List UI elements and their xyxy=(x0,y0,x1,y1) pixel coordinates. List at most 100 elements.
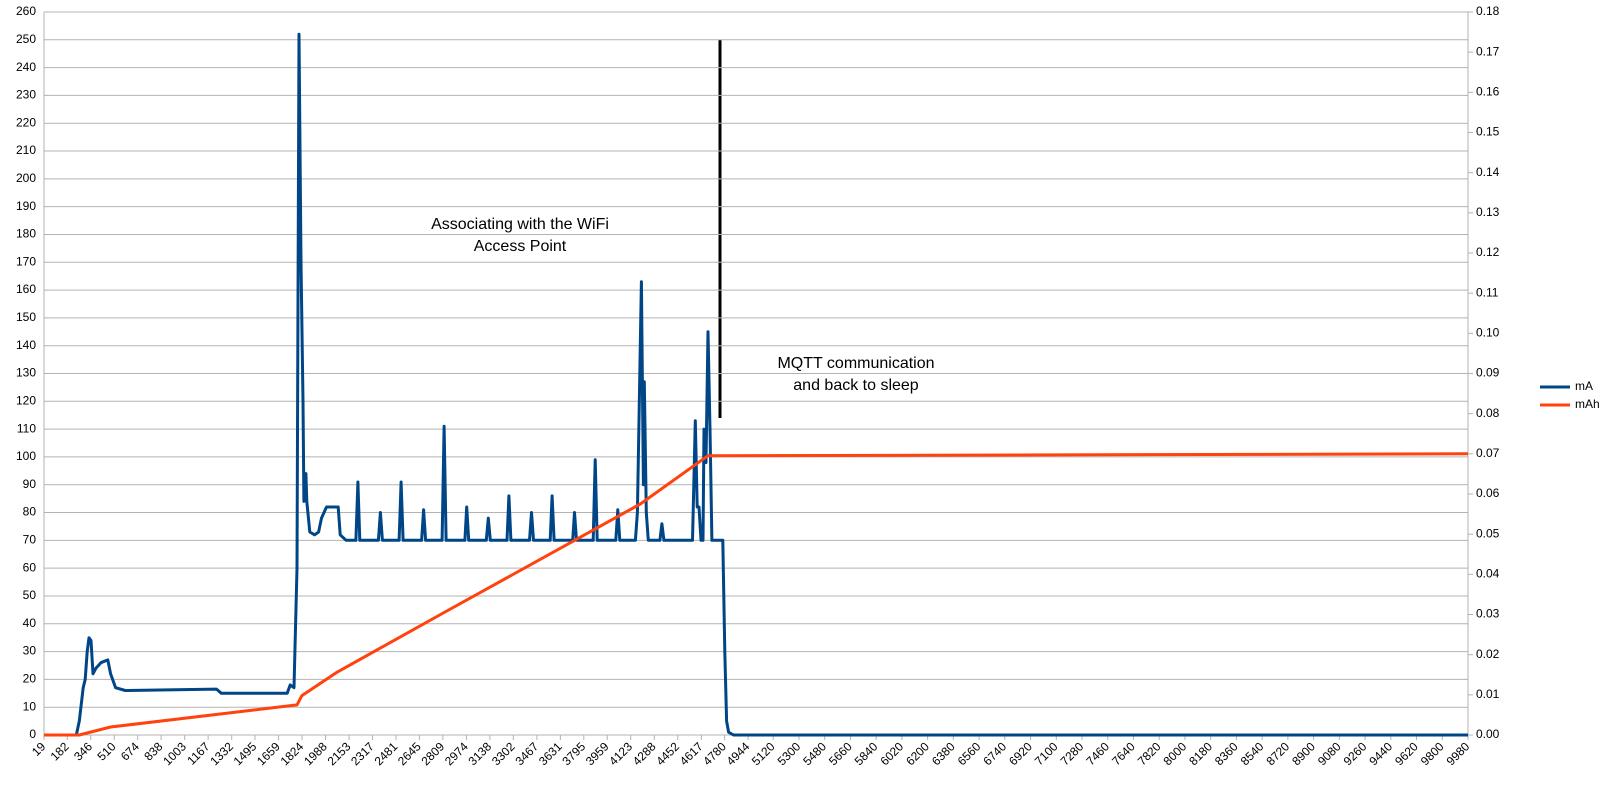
x-tick-label: 7280 xyxy=(1058,739,1087,768)
y-tick-label: 130 xyxy=(16,366,36,380)
x-tick-label: 182 xyxy=(48,739,72,763)
y-tick-label: 100 xyxy=(16,449,36,463)
x-tick-label: 3631 xyxy=(536,739,565,768)
y2-tick-label: 0.05 xyxy=(1476,526,1500,540)
x-tick-label: 8180 xyxy=(1186,739,1215,768)
y2-tick-label: 0.14 xyxy=(1476,165,1500,179)
x-tick-label: 8900 xyxy=(1289,739,1318,768)
series-line xyxy=(44,32,1468,737)
y-tick-label: 0 xyxy=(29,727,36,741)
x-tick-label: 5120 xyxy=(749,739,778,768)
y-tick-label: 260 xyxy=(16,4,36,18)
x-tick-label: 4288 xyxy=(630,739,659,768)
x-tick-label: 3302 xyxy=(489,739,518,768)
x-tick-label: 9440 xyxy=(1366,739,1395,768)
y-tick-label: 210 xyxy=(16,143,36,157)
y2-tick-label: 0.17 xyxy=(1476,44,1500,58)
x-tick-label: 346 xyxy=(71,739,95,763)
y-tick-label: 110 xyxy=(17,421,36,435)
x-tick-label: 2153 xyxy=(325,739,354,768)
y2-tick-label: 0.00 xyxy=(1476,727,1500,741)
x-tick-label: 674 xyxy=(118,739,142,763)
x-tick-label: 6740 xyxy=(980,739,1009,768)
y2-tick-label: 0.09 xyxy=(1476,366,1500,380)
x-tick-label: 7640 xyxy=(1109,739,1138,768)
x-tick-label: 9620 xyxy=(1392,739,1421,768)
y2-tick-label: 0.06 xyxy=(1476,486,1500,500)
y2-tick-label: 0.04 xyxy=(1476,567,1500,581)
x-tick-label: 2974 xyxy=(442,739,471,768)
annotation: Access Point xyxy=(474,238,567,255)
x-tick-label: 5840 xyxy=(852,739,881,768)
x-tick-label: 2645 xyxy=(395,739,424,768)
x-tick-label: 6920 xyxy=(1006,739,1035,768)
x-tick-label: 1824 xyxy=(278,739,307,768)
x-tick-label: 9800 xyxy=(1418,739,1447,768)
y2-tick-label: 0.16 xyxy=(1476,85,1500,99)
y-tick-label: 60 xyxy=(23,560,37,574)
x-tick-label: 5480 xyxy=(800,739,829,768)
x-tick-label: 1988 xyxy=(301,739,330,768)
x-tick-label: 510 xyxy=(94,739,118,763)
y2-tick-label: 0.13 xyxy=(1476,205,1500,219)
x-tick-label: 3795 xyxy=(559,739,588,768)
y2-tick-label: 0.11 xyxy=(1476,285,1499,299)
y2-tick-label: 0.02 xyxy=(1476,647,1500,661)
x-tick-label: 4123 xyxy=(606,739,635,768)
x-tick-label: 3959 xyxy=(583,739,612,768)
x-tick-label: 6200 xyxy=(903,739,932,768)
y2-tick-label: 0.07 xyxy=(1476,446,1500,460)
y-tick-label: 200 xyxy=(16,171,36,185)
y2-tick-label: 0.10 xyxy=(1476,326,1500,340)
y-tick-label: 160 xyxy=(16,282,36,296)
x-tick-label: 5660 xyxy=(826,739,855,768)
x-tick-label: 6380 xyxy=(929,739,958,768)
x-tick-label: 8360 xyxy=(1212,739,1241,768)
y-tick-label: 240 xyxy=(16,60,36,74)
y-tick-label: 20 xyxy=(23,672,37,686)
x-tick-label: 2809 xyxy=(418,739,447,768)
y-tick-label: 40 xyxy=(23,616,37,630)
x-tick-label: 9080 xyxy=(1315,739,1344,768)
x-tick-label: 2481 xyxy=(372,739,401,768)
y-tick-label: 180 xyxy=(16,227,36,241)
x-tick-label: 1495 xyxy=(231,739,260,768)
x-tick-label: 4452 xyxy=(653,739,682,768)
y-tick-label: 120 xyxy=(16,393,36,407)
x-tick-label: 8720 xyxy=(1263,739,1292,768)
x-tick-label: 1659 xyxy=(254,739,283,768)
x-tick-label: 4944 xyxy=(724,739,753,768)
annotation: Associating with the WiFi xyxy=(431,216,609,233)
x-tick-label: 4780 xyxy=(700,739,729,768)
legend-label: mAh xyxy=(1575,397,1600,411)
x-tick-label: 3467 xyxy=(513,739,542,768)
x-tick-label: 9980 xyxy=(1444,739,1473,768)
y2-tick-label: 0.08 xyxy=(1476,406,1500,420)
x-tick-label: 2317 xyxy=(348,739,377,768)
x-tick-label: 1332 xyxy=(207,739,236,768)
y-tick-label: 250 xyxy=(16,32,36,46)
x-tick-label: 6560 xyxy=(955,739,984,768)
x-tick-label: 9260 xyxy=(1341,739,1370,768)
y-tick-label: 190 xyxy=(16,199,36,213)
x-tick-label: 3138 xyxy=(465,739,494,768)
y-tick-label: 80 xyxy=(23,505,37,519)
y-tick-label: 220 xyxy=(16,115,36,129)
y2-tick-label: 0.12 xyxy=(1476,245,1500,259)
y2-tick-label: 0.15 xyxy=(1476,125,1500,139)
x-tick-label: 19 xyxy=(29,739,49,759)
annotation: and back to sleep xyxy=(793,377,919,394)
y-tick-label: 150 xyxy=(16,310,36,324)
annotation: MQTT communication xyxy=(777,355,934,372)
x-tick-label: 6020 xyxy=(877,739,906,768)
y-tick-label: 140 xyxy=(16,338,36,352)
y-tick-label: 50 xyxy=(23,588,37,602)
x-tick-label: 8000 xyxy=(1161,739,1190,768)
y2-tick-label: 0.18 xyxy=(1476,4,1500,18)
x-tick-label: 8540 xyxy=(1238,739,1267,768)
y2-tick-label: 0.01 xyxy=(1476,687,1500,701)
x-tick-label: 7100 xyxy=(1032,739,1061,768)
x-tick-label: 4617 xyxy=(677,739,706,768)
y-tick-label: 230 xyxy=(16,88,36,102)
